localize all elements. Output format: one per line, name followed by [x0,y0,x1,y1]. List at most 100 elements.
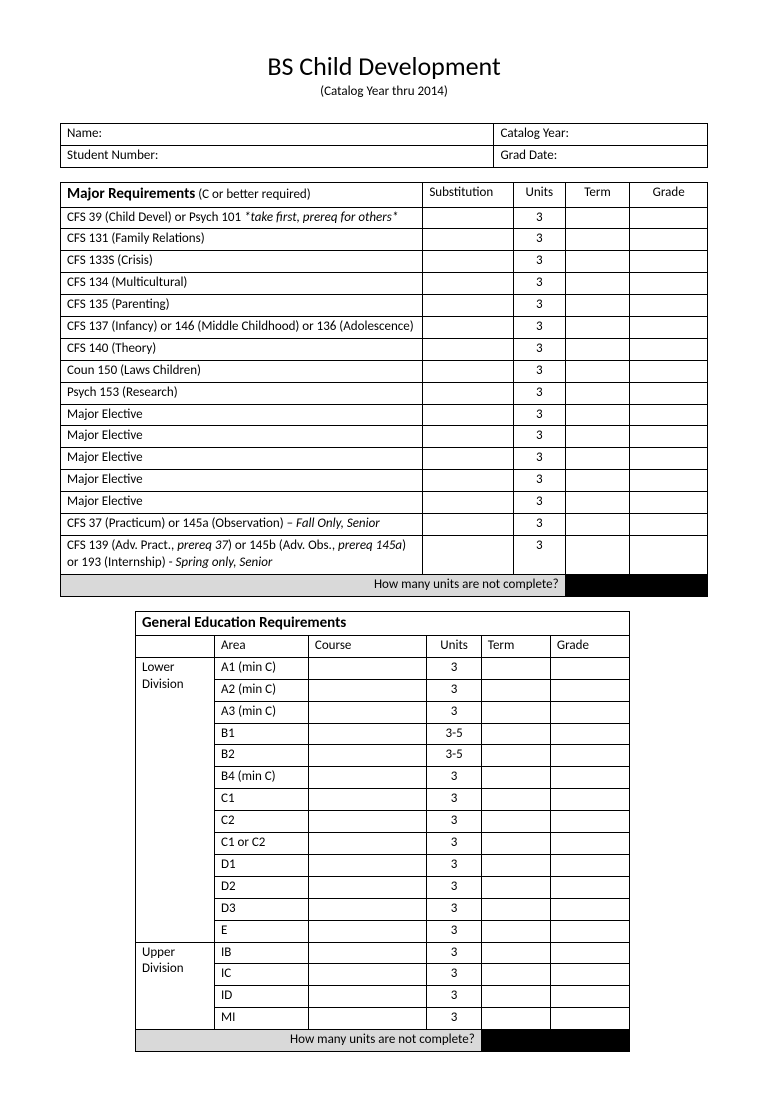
units-cell: 3 [427,942,481,964]
col-term: Term [481,636,550,658]
units-cell: 3 [513,535,565,574]
course-label: CFS 137 (Infancy) or 146 (Middle Childho… [61,316,423,338]
table-row: UpperDivisionIB3 [136,942,630,964]
table-row: Major Elective 3 [61,448,708,470]
grad-date-label: Grad Date: [494,146,708,168]
ge-title-row: General Education Requirements [136,611,630,636]
area-cell: C2 [215,811,309,833]
area-cell: ID [215,986,309,1008]
major-requirements-table: Major Requirements (C or better required… [60,182,708,597]
major-header: Major Requirements (C or better required… [61,183,423,208]
area-cell: C1 or C2 [215,833,309,855]
course-label: Coun 150 (Laws Children) [61,360,423,382]
units-cell: 3 [513,448,565,470]
units-cell: 3 [513,338,565,360]
units-cell: 3 [513,295,565,317]
name-label: Name: [61,124,494,146]
area-cell: A3 (min C) [215,701,309,723]
table-row: CFS 133S (Crisis) 3 [61,251,708,273]
table-row: Major Elective 3 [61,470,708,492]
units-cell: 3 [427,811,481,833]
area-cell: A1 (min C) [215,657,309,679]
units-cell: 3 [427,898,481,920]
units-cell: 3 [513,404,565,426]
table-row: Major Elective 3 [61,492,708,514]
units-cell: 3 [427,767,481,789]
col-grade: Grade [630,183,708,208]
catalog-year-label: Catalog Year: [494,124,708,146]
table-row: CFS 134 (Multicultural)3 [61,273,708,295]
col-term: Term [565,183,630,208]
units-cell: 3 [427,876,481,898]
units-cell: 3 [513,316,565,338]
course-label: Major Elective [61,448,423,470]
table-row: CFS 137 (Infancy) or 146 (Middle Childho… [61,316,708,338]
units-cell: 3 [427,657,481,679]
course-label: Major Elective [61,470,423,492]
table-row: CFS 37 (Practicum) or 145a (Observation)… [61,513,708,535]
table-row: CFS 139 (Adv. Pract., prereq 37) or 145b… [61,535,708,574]
page-title: BS Child Development [60,50,708,82]
table-row: Coun 150 (Laws Children)3 [61,360,708,382]
area-cell: A2 (min C) [215,679,309,701]
course-label: Major Elective [61,404,423,426]
course-label: Psych 153 (Research) [61,382,423,404]
upper-division-label: UpperDivision [136,942,215,1030]
units-cell: 3 [513,229,565,251]
area-cell: C1 [215,789,309,811]
area-cell: D2 [215,876,309,898]
course-label: Major Elective [61,426,423,448]
major-footer-row: How many units are not complete? [61,574,708,596]
col-substitution: Substitution [423,183,514,208]
units-cell: 3 [513,470,565,492]
course-label: CFS 39 (Child Devel) or Psych 101 *take … [61,207,423,229]
area-cell: B4 (min C) [215,767,309,789]
units-cell: 3 [427,679,481,701]
col-course: Course [308,636,427,658]
student-number-label: Student Number: [61,146,494,168]
col-grade: Grade [550,636,629,658]
units-cell: 3 [427,854,481,876]
table-row: LowerDivisionA1 (min C)3 [136,657,630,679]
course-label: CFS 133S (Crisis) [61,251,423,273]
course-label: Major Elective [61,492,423,514]
table-row: CFS 140 (Theory) 3 [61,338,708,360]
units-cell: 3 [513,273,565,295]
ge-requirements-table: General Education Requirements Area Cour… [135,611,630,1052]
units-cell: 3 [427,964,481,986]
area-cell: IB [215,942,309,964]
course-label: CFS 131 (Family Relations) [61,229,423,251]
table-row: Major Elective 3 [61,404,708,426]
course-label: CFS 140 (Theory) [61,338,423,360]
table-row: CFS 135 (Parenting) 3 [61,295,708,317]
table-row: CFS 131 (Family Relations) 3 [61,229,708,251]
area-cell: D3 [215,898,309,920]
footer-black [565,574,707,596]
area-cell: B2 [215,745,309,767]
units-cell: 3 [427,789,481,811]
footer-black [481,1030,629,1052]
ge-footer-row: How many units are not complete? [136,1030,630,1052]
units-cell: 3 [513,207,565,229]
col-area: Area [215,636,309,658]
ge-header-row: Area Course Units Term Grade [136,636,630,658]
units-cell: 3 [427,833,481,855]
footer-label: How many units are not complete? [61,574,566,596]
ge-title: General Education Requirements [136,611,630,636]
area-cell: MI [215,1008,309,1030]
course-label: CFS 37 (Practicum) or 145a (Observation)… [61,513,423,535]
footer-label: How many units are not complete? [136,1030,482,1052]
lower-division-label: LowerDivision [136,657,215,942]
page-subtitle: (Catalog Year thru 2014) [60,84,708,99]
table-row: Psych 153 (Research)3 [61,382,708,404]
course-label: CFS 139 (Adv. Pract., prereq 37) or 145b… [61,535,423,574]
units-cell: 3 [513,251,565,273]
units-cell: 3-5 [427,745,481,767]
table-row: Major Elective3 [61,426,708,448]
units-cell: 3 [513,492,565,514]
units-cell: 3 [427,701,481,723]
course-label: CFS 135 (Parenting) [61,295,423,317]
units-cell: 3 [513,513,565,535]
table-row: CFS 39 (Child Devel) or Psych 101 *take … [61,207,708,229]
units-cell: 3 [427,986,481,1008]
